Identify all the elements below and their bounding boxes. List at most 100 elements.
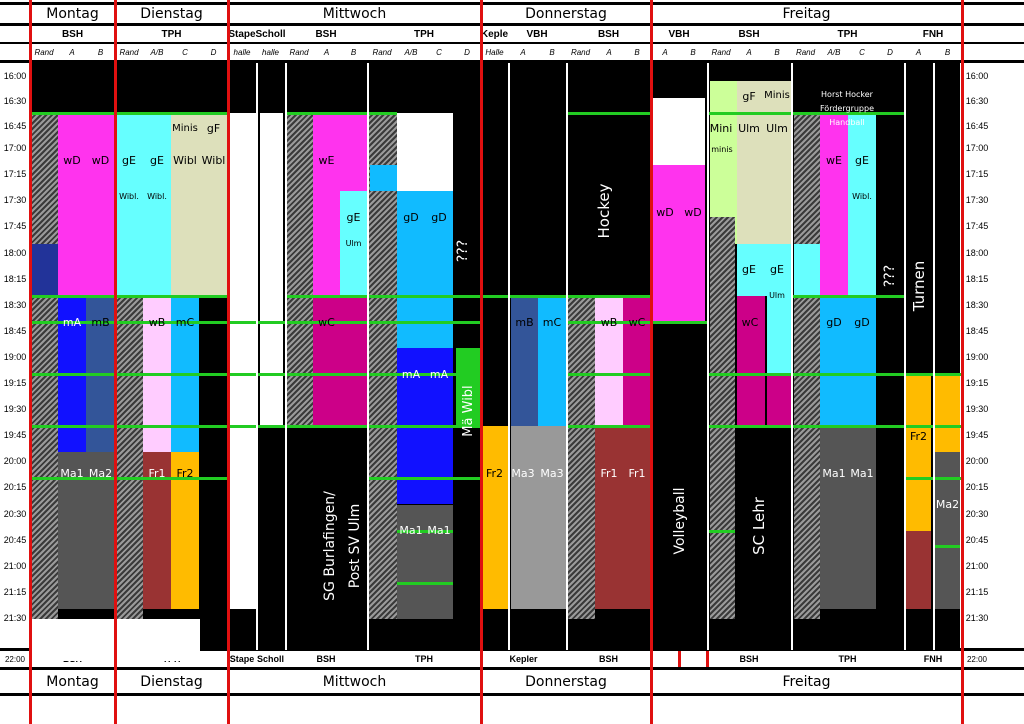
block-navy [30, 243, 58, 296]
time-column-right [962, 63, 1024, 650]
qqq-freitag: ??? [881, 264, 898, 288]
block-label: Fr2 [485, 466, 504, 480]
block-Ma1-f [820, 426, 876, 609]
block-label: wE [826, 153, 842, 167]
block-wC3 [737, 295, 765, 427]
hockey-label: Hockey [595, 183, 614, 239]
block-white-tph [397, 113, 453, 192]
hall-header: BSH [315, 28, 337, 40]
horst-line1: Horst Hocker [821, 89, 873, 99]
sub-column-label: A [323, 47, 330, 57]
hall-footer: BSH [739, 654, 759, 664]
horst-line3: Handball [829, 117, 865, 127]
sub-column-label: A [69, 47, 75, 57]
block-Ma2-fnh [935, 452, 960, 609]
block-label: mB [515, 315, 534, 329]
block-mini [710, 80, 737, 244]
block-crimson-f [767, 374, 791, 427]
sub-column-label: B [350, 47, 357, 57]
block-cyan-f [794, 243, 820, 296]
time-label-right: 17:15 [965, 169, 989, 180]
block-white-vbh [653, 98, 705, 166]
green-divider [707, 529, 735, 533]
block-label: gE [742, 263, 756, 277]
day-separator-small [706, 651, 709, 667]
hall-footer: Stape [229, 654, 255, 664]
time-label-right: 16:30 [965, 96, 989, 106]
block-label: mA [62, 315, 82, 329]
block-label: wD [63, 153, 81, 167]
hall-separator [904, 63, 906, 650]
mawibl-label: Mä Wibl [461, 385, 477, 437]
block-label: gD [854, 315, 870, 329]
time-end-left: 22:00 [4, 654, 26, 664]
block-label: Ma1 [850, 466, 874, 480]
time-label-left: 19:30 [3, 404, 27, 415]
block-label: Ma2 [935, 498, 960, 512]
hall-header: FNH [922, 28, 944, 40]
block-label: Ulm [766, 122, 788, 136]
block-label: gD [431, 211, 447, 225]
block-mC2 [538, 295, 566, 427]
block-gD2 [820, 295, 876, 427]
green-divider [707, 112, 904, 115]
sub-column-label: D [887, 47, 893, 57]
time-label-right: 16:00 [965, 71, 989, 81]
rule-line [0, 648, 1024, 651]
sub-column-label: B [549, 47, 555, 57]
block-label: Ma1 [60, 466, 84, 480]
hall-header: Keple [480, 28, 509, 40]
rule-line [0, 667, 1024, 670]
rand-hatch [367, 113, 397, 620]
time-label-right: 18:15 [965, 273, 989, 284]
block-label: gD [826, 315, 842, 329]
block-label: gD [403, 211, 419, 225]
rand-hatch [794, 113, 820, 620]
hall-separator [508, 63, 510, 650]
sub-column-label: Rand [795, 47, 816, 57]
turnen-label: Turnen [910, 260, 929, 312]
sub-column-label: B [774, 47, 780, 57]
sub-column-label: halle [262, 47, 279, 57]
block-label: wB [148, 315, 166, 329]
time-label-left: 20:15 [3, 482, 27, 493]
time-label-left: 19:15 [3, 378, 27, 388]
block-wB2 [595, 295, 623, 427]
sub-column-label: D [210, 47, 217, 57]
block-label: Ma3 [511, 466, 535, 480]
block-label: Mini [709, 122, 733, 136]
hall-footer: TPH [415, 654, 433, 664]
block-label: Ma2 [88, 466, 113, 480]
block-label: wD [684, 205, 702, 219]
time-label-right: 20:30 [965, 508, 989, 519]
green-divider [707, 425, 962, 429]
sub-column-label: A/B [827, 47, 841, 57]
time-column-left [0, 63, 30, 650]
rand-hatch [710, 217, 735, 620]
sub-column-label: C [859, 47, 865, 57]
block-gE4 [848, 113, 876, 296]
day-separator [227, 0, 230, 724]
green-divider [566, 373, 651, 376]
green-divider [30, 294, 228, 298]
block-label: Fr2 [909, 430, 928, 444]
time-label-left: 17:30 [3, 195, 27, 206]
block-label: Fr1 [628, 466, 646, 480]
sub-column-label: B [634, 47, 640, 57]
hall-separator [285, 63, 287, 650]
sub-column-label: A [915, 47, 922, 57]
block-ulm3 [767, 295, 791, 374]
sub-column-label: A/B [150, 47, 164, 57]
rule-line [0, 23, 1024, 26]
hall-separator [566, 63, 568, 650]
time-label-left: 16:45 [3, 121, 27, 131]
green-divider [285, 112, 397, 115]
block-Fr2-fnh [906, 374, 931, 531]
sg-line2: Post SV Ulm [346, 503, 363, 589]
block-Wibl [171, 113, 228, 296]
rand-hatch [285, 113, 313, 427]
day-footer-0: Montag [46, 673, 99, 690]
green-divider [791, 294, 904, 298]
block-label: Ma3 [540, 466, 564, 480]
hall-footer: FNH [923, 654, 943, 664]
